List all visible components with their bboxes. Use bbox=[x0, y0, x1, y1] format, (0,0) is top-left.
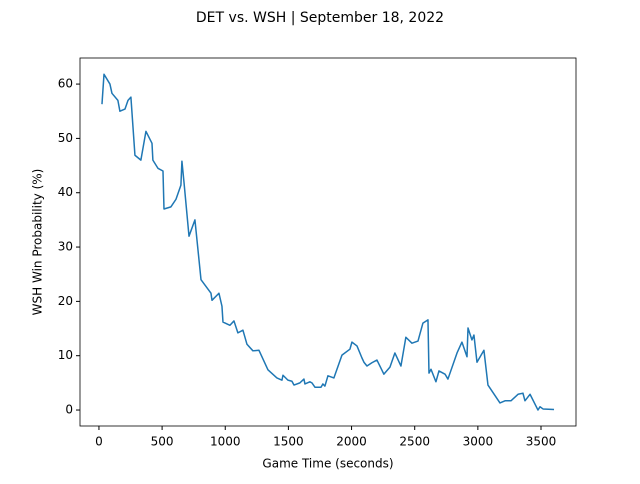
plot-frame bbox=[79, 57, 577, 427]
y-tick-label: 10 bbox=[58, 348, 73, 362]
chart-title: DET vs. WSH | September 18, 2022 bbox=[196, 10, 444, 26]
x-tick-label: 2000 bbox=[336, 435, 367, 449]
series-line bbox=[101, 73, 555, 411]
y-tick-label: 20 bbox=[58, 294, 73, 308]
y-tick-label: 0 bbox=[65, 403, 73, 417]
x-tick-label: 3000 bbox=[463, 435, 494, 449]
y-axis-label: WSH Win Probability (%) bbox=[31, 169, 45, 316]
x-tick-label: 0 bbox=[95, 435, 103, 449]
y-tick-label: 50 bbox=[58, 131, 73, 145]
x-tick-label: 1000 bbox=[210, 435, 241, 449]
y-tick-label: 40 bbox=[58, 185, 73, 199]
y-tick-label: 60 bbox=[58, 77, 73, 91]
x-tick-label: 2500 bbox=[399, 435, 430, 449]
x-tick-label: 3500 bbox=[526, 435, 557, 449]
x-tick-label: 500 bbox=[151, 435, 174, 449]
x-axis-label: Game Time (seconds) bbox=[262, 457, 393, 471]
x-tick-label: 1500 bbox=[273, 435, 304, 449]
y-tick-label: 30 bbox=[58, 240, 73, 254]
